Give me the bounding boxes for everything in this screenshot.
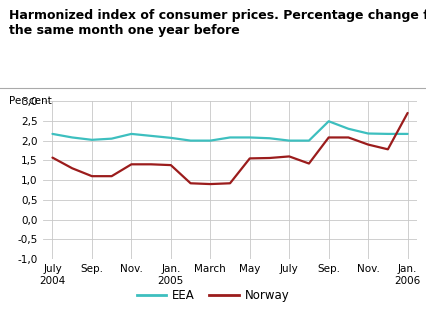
EEA xyxy=(149,134,154,138)
EEA xyxy=(89,138,95,142)
EEA xyxy=(129,132,134,136)
Norway xyxy=(208,182,213,186)
Line: EEA: EEA xyxy=(52,121,408,141)
Norway xyxy=(69,166,75,170)
Norway xyxy=(109,174,114,178)
Norway xyxy=(227,181,233,185)
Text: Per cent: Per cent xyxy=(9,96,51,106)
Norway xyxy=(247,156,252,160)
Norway xyxy=(188,181,193,185)
EEA xyxy=(208,139,213,143)
Norway xyxy=(346,136,351,139)
EEA xyxy=(267,137,272,140)
EEA xyxy=(50,132,55,136)
Norway xyxy=(50,156,55,160)
EEA xyxy=(386,132,391,136)
Norway xyxy=(267,156,272,160)
Text: Harmonized index of consumer prices. Percentage change from
the same month one y: Harmonized index of consumer prices. Per… xyxy=(9,9,426,38)
Norway xyxy=(306,162,311,166)
EEA xyxy=(69,136,75,139)
Norway xyxy=(405,111,410,115)
Norway xyxy=(89,174,95,178)
EEA xyxy=(405,132,410,136)
EEA xyxy=(366,132,371,136)
Norway xyxy=(168,163,173,167)
Norway xyxy=(287,155,292,158)
Legend: EEA, Norway: EEA, Norway xyxy=(132,284,294,307)
EEA xyxy=(346,127,351,131)
Norway xyxy=(129,162,134,166)
EEA xyxy=(227,136,233,139)
Line: Norway: Norway xyxy=(52,113,408,184)
EEA xyxy=(247,136,252,139)
EEA xyxy=(326,119,331,123)
EEA xyxy=(109,137,114,141)
EEA xyxy=(168,136,173,140)
EEA xyxy=(188,139,193,143)
Norway xyxy=(366,143,371,147)
Norway xyxy=(149,162,154,166)
Norway xyxy=(386,147,391,151)
EEA xyxy=(287,139,292,143)
EEA xyxy=(306,139,311,143)
Norway xyxy=(326,136,331,139)
